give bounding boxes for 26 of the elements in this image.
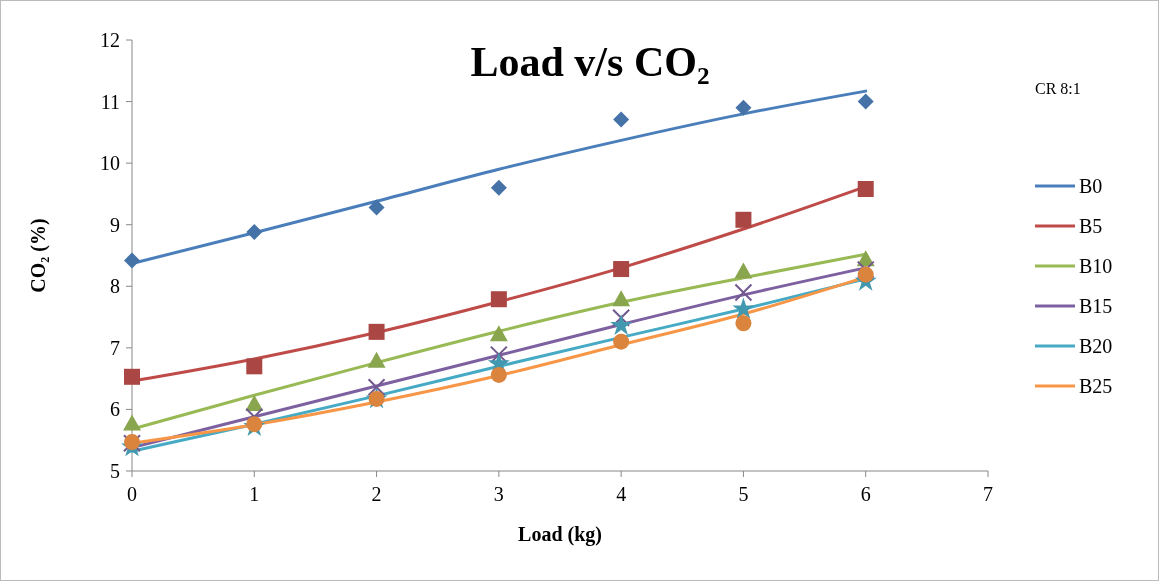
legend-label: B20 <box>1079 335 1113 357</box>
text: CR 8:1 <box>1035 80 1081 97</box>
x-tick-label: 5 <box>738 483 749 505</box>
y-tick-label: 5 <box>110 460 120 482</box>
legend-label: B0 <box>1079 175 1103 197</box>
legend-label: B5 <box>1079 215 1103 237</box>
chart-title: Load v/s CO₂ <box>470 39 710 85</box>
y-tick-label: 7 <box>110 336 120 359</box>
y-axis-title: CO₂ (%) <box>27 218 50 293</box>
x-tick-label: 0 <box>127 483 137 505</box>
y-tick-label: 6 <box>110 398 120 421</box>
legend-label: B25 <box>1079 375 1113 397</box>
y-tick-label: 8 <box>110 275 120 298</box>
y-tick-label: 9 <box>110 213 120 236</box>
x-tick-label: 3 <box>493 483 504 505</box>
legend-label: B15 <box>1079 295 1113 317</box>
y-tick-label: 10 <box>100 152 120 175</box>
x-tick-label: 7 <box>983 483 993 505</box>
x-tick-label: 2 <box>371 483 382 505</box>
x-tick-label: 1 <box>249 483 260 505</box>
x-axis-title: Load (kg) <box>518 523 602 546</box>
x-tick-label: 6 <box>860 483 871 505</box>
y-tick-label: 12 <box>100 29 120 51</box>
legend-label: B10 <box>1079 255 1113 277</box>
y-tick-label: 11 <box>100 90 120 113</box>
x-tick-label: 4 <box>616 483 627 505</box>
